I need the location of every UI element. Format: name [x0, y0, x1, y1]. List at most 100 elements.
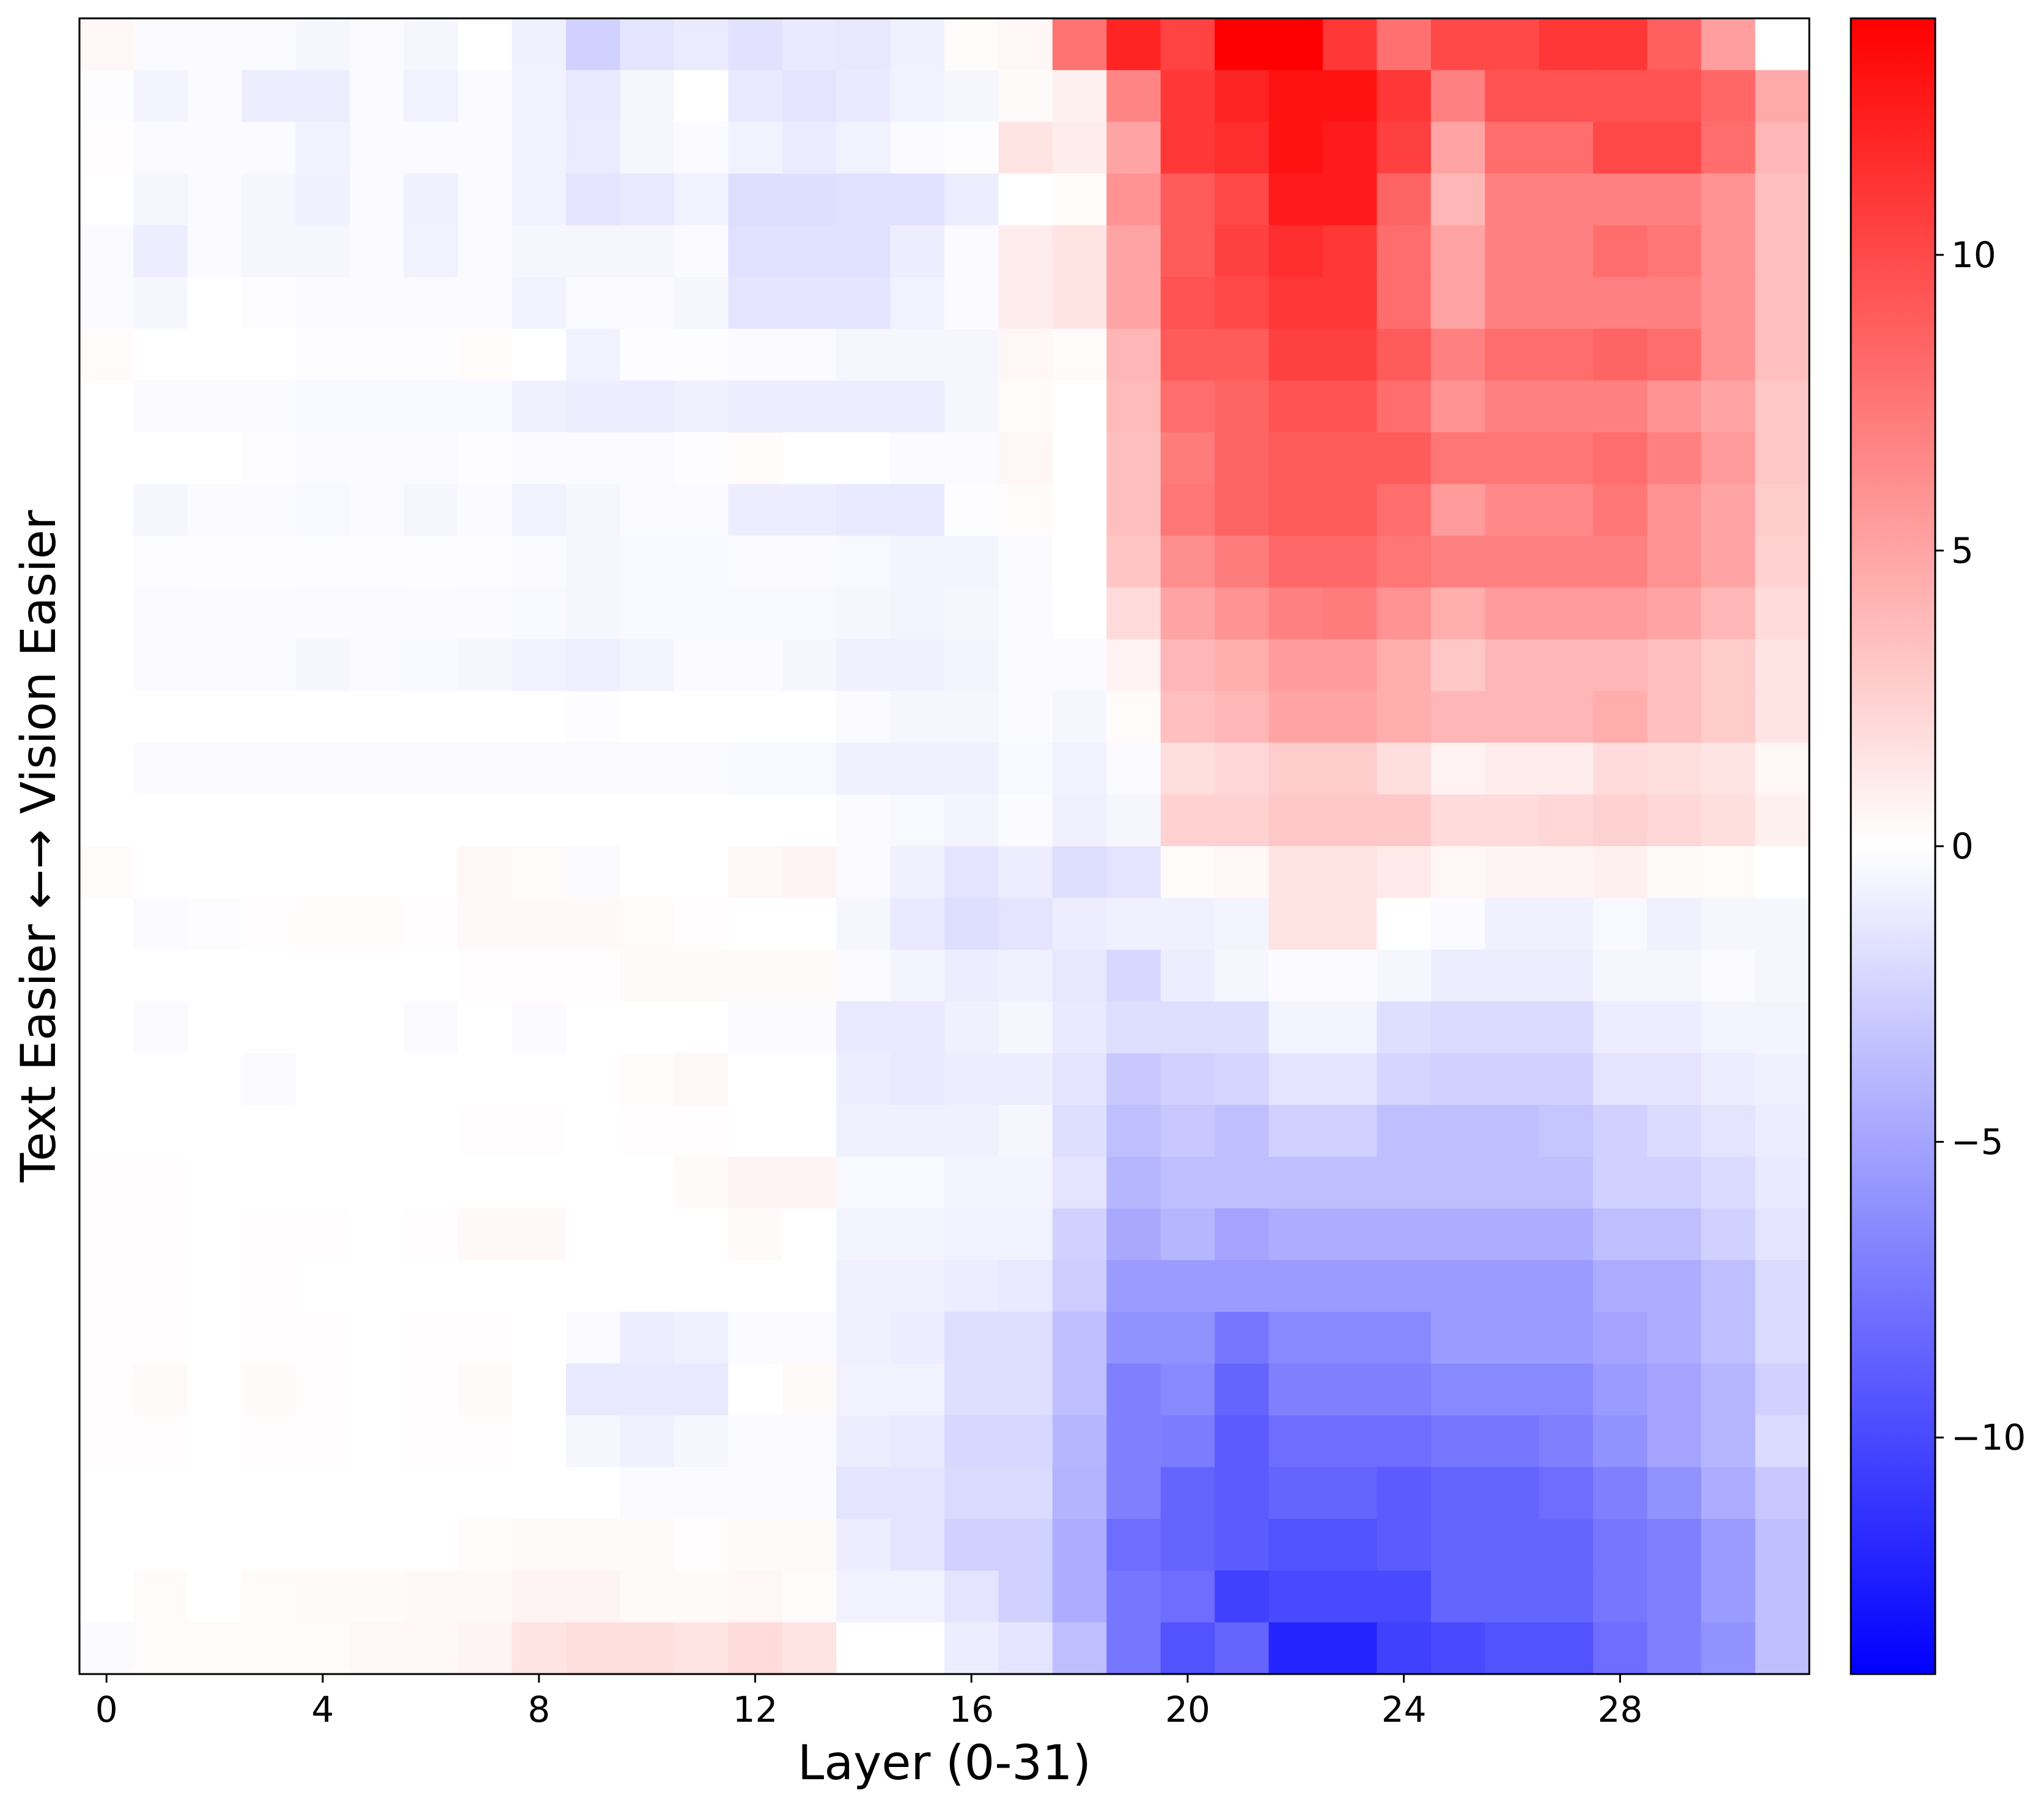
heatmap-cell [1755, 432, 1810, 485]
x-tick-label: 16 [949, 1689, 994, 1730]
heatmap-cell [1377, 1260, 1432, 1313]
heatmap-cell [1755, 1519, 1810, 1571]
heatmap-cell [1593, 432, 1648, 485]
heatmap-cell [1430, 1260, 1486, 1313]
heatmap-cell [241, 1156, 296, 1209]
heatmap-cell [1268, 1053, 1323, 1105]
heatmap-cell [1593, 1053, 1648, 1105]
heatmap-cell [1323, 846, 1378, 899]
heatmap-cell [1377, 691, 1432, 743]
heatmap-cell [944, 173, 999, 226]
heatmap-cell [79, 536, 134, 588]
heatmap-cell [133, 898, 188, 951]
heatmap-cell [1215, 1467, 1270, 1519]
heatmap-cell [944, 639, 999, 692]
heatmap-cell [79, 484, 134, 537]
heatmap-cell [1485, 1519, 1540, 1571]
heatmap-cell [620, 1622, 675, 1675]
heatmap-cell [565, 794, 621, 847]
heatmap-cell [512, 794, 567, 847]
heatmap-cell [458, 277, 513, 330]
heatmap-cell [1701, 950, 1756, 1002]
heatmap-cell [728, 950, 783, 1002]
heatmap-cell [1106, 225, 1161, 278]
heatmap-cell [565, 950, 621, 1002]
heatmap-cell [241, 639, 296, 692]
heatmap-cell [1539, 1001, 1594, 1054]
heatmap-cell [1485, 432, 1540, 485]
heatmap-cell [295, 122, 350, 174]
heatmap-cell [1430, 484, 1486, 537]
heatmap-cell [890, 1260, 945, 1313]
heatmap-cell [890, 1105, 945, 1157]
heatmap-cell [1430, 898, 1486, 951]
heatmap-cell [133, 1363, 188, 1416]
heatmap-cell [512, 742, 567, 795]
heatmap-cell [998, 1260, 1053, 1313]
heatmap-cell [1539, 1156, 1594, 1209]
heatmap-cell [620, 794, 675, 847]
heatmap-cell [836, 950, 891, 1002]
heatmap-cell [1485, 380, 1540, 433]
heatmap-cell [565, 225, 621, 278]
heatmap-cell [620, 691, 675, 743]
heatmap-cell [512, 18, 567, 71]
heatmap-cell [1215, 225, 1270, 278]
heatmap-cell [565, 1467, 621, 1519]
heatmap-cell [998, 432, 1053, 485]
heatmap-cell [1323, 18, 1378, 71]
heatmap-cell [1430, 1053, 1486, 1105]
heatmap-cell [620, 1208, 675, 1261]
heatmap-cell [782, 18, 837, 71]
heatmap-cell [133, 380, 188, 433]
heatmap-cell [1647, 1156, 1702, 1209]
heatmap-cell [133, 1570, 188, 1623]
heatmap-cell [1052, 1415, 1108, 1468]
heatmap-cell [1323, 1053, 1378, 1105]
heatmap-cell [79, 898, 134, 951]
heatmap-cell [350, 691, 405, 743]
heatmap-cell [998, 70, 1053, 123]
heatmap-cell [998, 484, 1053, 537]
heatmap-cell [1539, 1363, 1594, 1416]
heatmap-cell [1323, 1105, 1378, 1157]
heatmap-cell [1647, 1260, 1702, 1313]
heatmap-cell [512, 1001, 567, 1054]
heatmap-cell [1323, 328, 1378, 382]
heatmap-cell [241, 1105, 296, 1157]
heatmap-cell [1106, 432, 1161, 485]
heatmap-cell [512, 1363, 567, 1416]
heatmap-cell [350, 1156, 405, 1209]
heatmap-cell [1701, 536, 1756, 588]
heatmap-cell [1485, 846, 1540, 899]
heatmap-cell [1755, 277, 1810, 330]
heatmap-cell [512, 1156, 567, 1209]
heatmap-cell [836, 1622, 891, 1675]
heatmap-cell [350, 1053, 405, 1105]
heatmap-cell [350, 1467, 405, 1519]
heatmap-cell [1539, 70, 1594, 123]
heatmap-cell [836, 173, 891, 226]
heatmap-cell [1323, 587, 1378, 640]
heatmap-cell [1268, 536, 1323, 588]
heatmap-cell [79, 639, 134, 692]
y-axis-label: Text Easier ←→ Vision Easier [12, 509, 67, 1182]
heatmap-cell [836, 1156, 891, 1209]
heatmap-cell [350, 277, 405, 330]
heatmap-cell [1377, 1208, 1432, 1261]
heatmap-cell [1268, 1622, 1323, 1675]
heatmap-cell [998, 1208, 1053, 1261]
heatmap-cell [350, 639, 405, 692]
heatmap-cell [403, 18, 458, 71]
heatmap-cell [512, 950, 567, 1002]
heatmap-cell [187, 432, 243, 485]
heatmap-cell [295, 225, 350, 278]
heatmap-cell [79, 173, 134, 226]
heatmap-cell [728, 1519, 783, 1571]
heatmap-cell [187, 1105, 243, 1157]
heatmap-cell [620, 18, 675, 71]
heatmap-cell [1485, 328, 1540, 382]
heatmap-cell [620, 1001, 675, 1054]
colorbar-tick-label: 10 [1951, 234, 1996, 276]
heatmap-cell [944, 950, 999, 1002]
